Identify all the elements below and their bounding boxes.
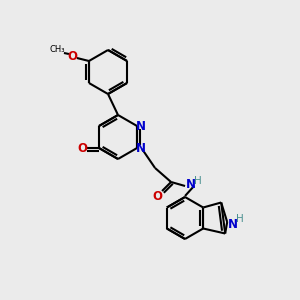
Text: O: O xyxy=(152,190,162,202)
Text: O: O xyxy=(67,50,77,62)
Text: O: O xyxy=(77,142,87,154)
Text: N: N xyxy=(228,218,238,230)
Text: N: N xyxy=(136,119,146,133)
Text: CH₃: CH₃ xyxy=(49,44,65,53)
Text: N: N xyxy=(186,178,196,191)
Text: N: N xyxy=(136,142,146,154)
Text: H: H xyxy=(236,214,244,224)
Text: H: H xyxy=(194,176,202,186)
